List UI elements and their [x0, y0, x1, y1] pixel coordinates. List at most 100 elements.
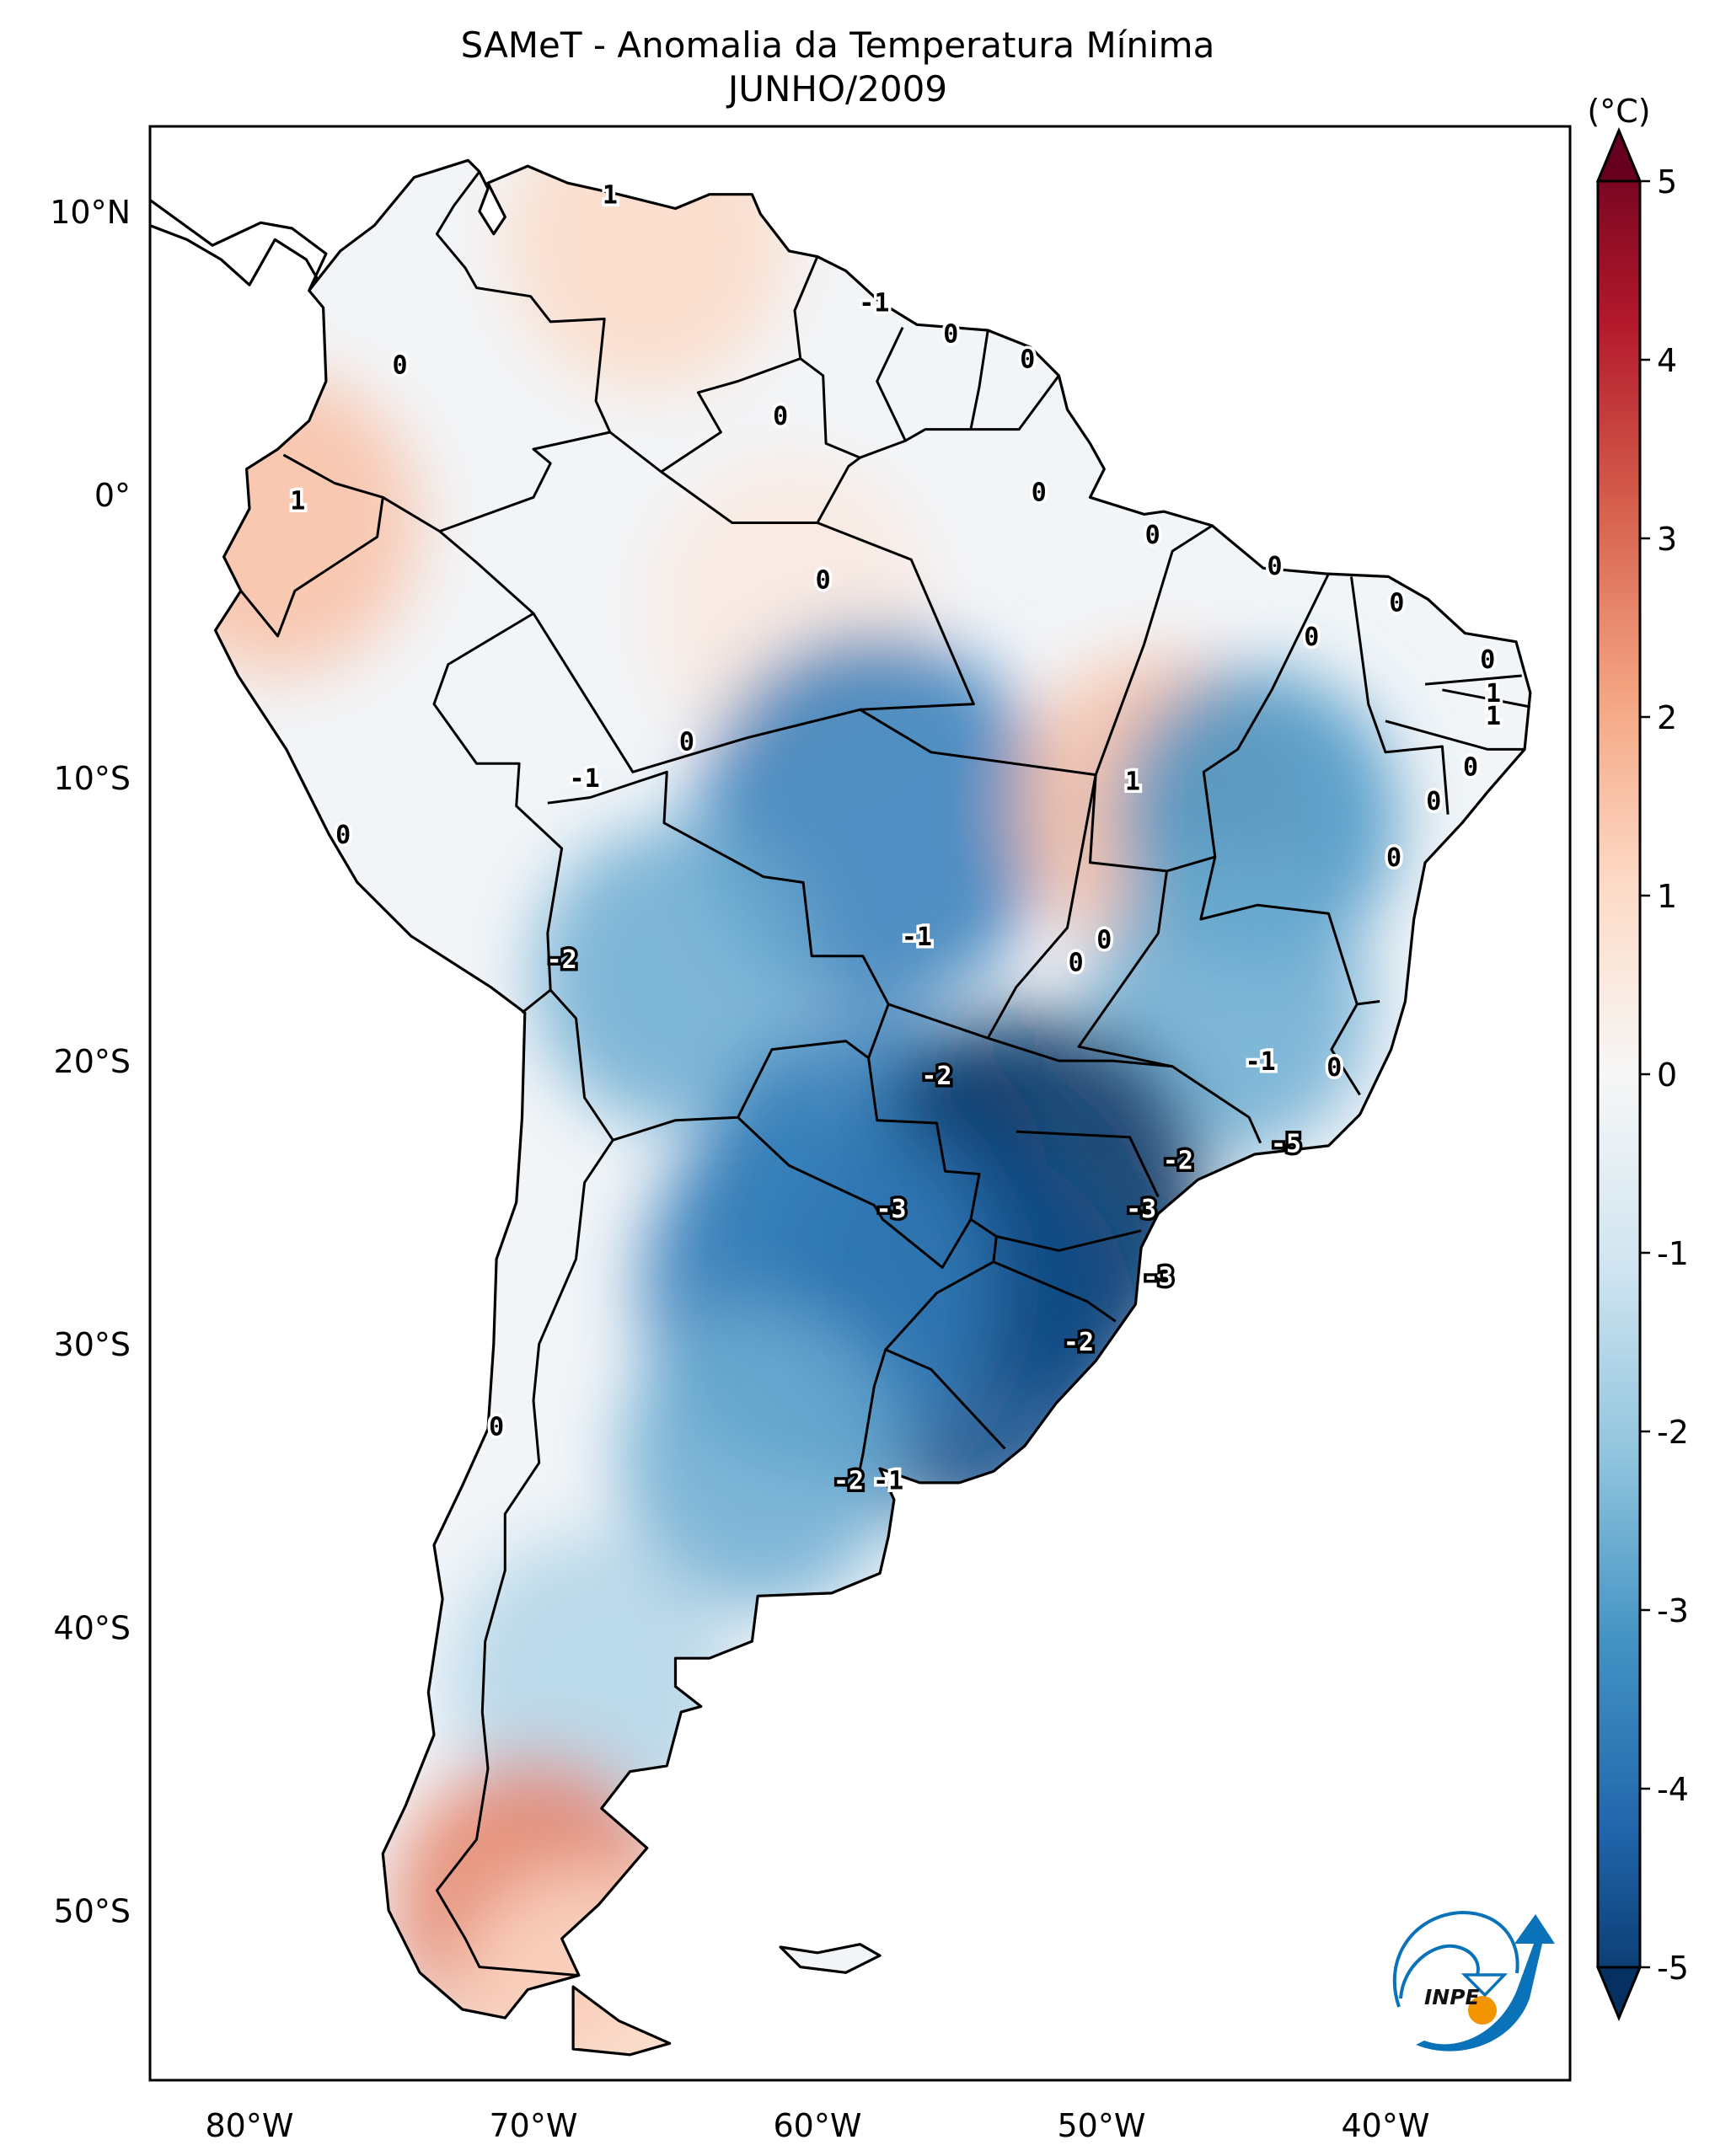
y-tick-label: 20°S	[54, 1043, 131, 1080]
contour-label: 0	[393, 350, 408, 380]
border-line	[817, 522, 975, 711]
contour-label: 0	[1463, 753, 1478, 783]
colorbar-unit-label: (°C)	[1587, 93, 1650, 130]
anomaly-blob-bolivia-lowlands	[533, 824, 817, 1128]
logo-orbit-inner	[1399, 1944, 1480, 1999]
border-line	[547, 770, 890, 1142]
contour-label: -3	[1126, 1195, 1156, 1224]
border-line	[1442, 688, 1531, 709]
border-line	[1199, 856, 1380, 1006]
y-tick-label: 40°S	[54, 1609, 131, 1646]
border-line	[993, 1260, 1117, 1323]
x-tick-label: 40°W	[1341, 2107, 1429, 2144]
contour-label: 0	[1304, 623, 1319, 652]
logo-text: INPE	[1424, 1985, 1480, 2009]
contour-label: 0	[679, 727, 694, 757]
contour-label: 0	[773, 402, 788, 431]
y-tick-label: 30°S	[54, 1326, 131, 1363]
contour-label: 0	[943, 319, 958, 349]
border-line	[382, 496, 564, 1014]
contour-label: 1	[1486, 702, 1501, 731]
contour-label: 0	[1267, 552, 1282, 581]
contour-label: -2	[833, 1466, 864, 1495]
contour-label: -1	[902, 923, 932, 952]
contour-label: 0	[489, 1413, 504, 1442]
logo-orbit-outer	[1392, 1910, 1519, 2008]
border-line	[435, 170, 612, 533]
colorbar-ticks: 5 4 3 2 1 0 -1 -2 -3 -4 -5	[1595, 127, 1689, 2021]
contour-label: 0	[1426, 787, 1441, 816]
colorbar-tick-label: -3	[1657, 1592, 1689, 1629]
colorbar-tick-label: 2	[1657, 699, 1677, 736]
contour-label: 0	[1145, 521, 1160, 550]
title-line-1: SAMeT - Anomalia da Temperatura Mínima	[460, 24, 1215, 66]
y-tick-label: 0°	[94, 477, 131, 514]
border-line	[1089, 573, 1330, 873]
contour-label: 0	[1326, 1053, 1342, 1083]
border-line	[608, 256, 819, 473]
colorbar-bar	[1596, 127, 1642, 2021]
colorbar-tick-label: 1	[1657, 878, 1677, 915]
contour-label: 0	[335, 821, 351, 850]
contour-label: 1	[1486, 679, 1501, 709]
y-axis: 10°N 0° 10°S 20°S 30°S 40°S 50°S	[50, 194, 131, 1930]
contour-label: -2	[1064, 1328, 1094, 1357]
border-line	[1077, 870, 1173, 1068]
contour-label: -1	[873, 1466, 903, 1495]
border-line	[887, 774, 1097, 1040]
colorbar-tick-label: 5	[1657, 163, 1677, 201]
contour-label: -2	[547, 945, 577, 975]
y-tick-label: 50°S	[54, 1892, 131, 1929]
contour-label: 0	[1096, 926, 1112, 955]
contour-label: 0	[1389, 589, 1404, 618]
logo-arrow-down	[1460, 1973, 1509, 1998]
coastline	[150, 158, 1532, 2057]
inpe-logo: INPE	[1392, 1910, 1555, 2052]
contour-label: -2	[921, 1062, 951, 1091]
contour-label: -3	[1143, 1263, 1173, 1292]
logo-swoosh	[1416, 1914, 1555, 2052]
contour-label: -3	[876, 1195, 907, 1224]
contour-label: 0	[1069, 948, 1084, 977]
contour-label: 1	[603, 181, 618, 211]
contour-label: -2	[1163, 1147, 1193, 1176]
colorbar: (°C) 5 4 3 2 1 0 -1 -2 -3 -4 -5	[1587, 93, 1689, 2021]
x-tick-label: 80°W	[205, 2107, 293, 2144]
border-line	[876, 326, 907, 441]
chart-title: SAMeT - Anomalia da Temperatura Mínima J…	[0, 24, 1675, 111]
contour-label: 1	[1125, 767, 1140, 796]
contour-label: 1	[290, 487, 305, 516]
border-line	[1016, 1130, 1160, 1198]
border-line	[885, 1348, 1006, 1450]
colorbar-tick-label: 3	[1657, 521, 1677, 558]
contour-label: -1	[570, 764, 600, 794]
contour-label: 0	[1020, 345, 1035, 375]
border-line	[995, 1229, 1142, 1252]
contour-label: -5	[1271, 1130, 1301, 1159]
x-tick-label: 70°W	[489, 2107, 577, 2144]
x-tick-label: 60°W	[773, 2107, 861, 2144]
border-line	[1094, 524, 1214, 776]
y-tick-label: 10°S	[54, 760, 131, 797]
title-line-2: JUNHO/2009	[727, 68, 948, 110]
colorbar-tick-label: -4	[1657, 1771, 1689, 1808]
border-line	[532, 613, 1096, 777]
border-line	[1330, 1003, 1361, 1096]
colorbar-tick-label: -5	[1657, 1950, 1689, 1987]
colorbar-extend-min	[1595, 1966, 1643, 2021]
contour-label: 0	[1386, 843, 1401, 873]
anomaly-blob-pampas	[619, 1305, 903, 1609]
border-line	[1424, 674, 1522, 686]
border-line	[660, 456, 861, 524]
contour-label: 0	[1480, 645, 1495, 675]
border-line	[969, 329, 989, 430]
country-borders	[239, 170, 1531, 1977]
colorbar-tick-label: 4	[1657, 342, 1677, 379]
border-line	[239, 453, 384, 638]
border-line	[987, 1036, 1262, 1144]
axes-frame	[148, 125, 1572, 2082]
contour-label: -1	[859, 288, 889, 318]
